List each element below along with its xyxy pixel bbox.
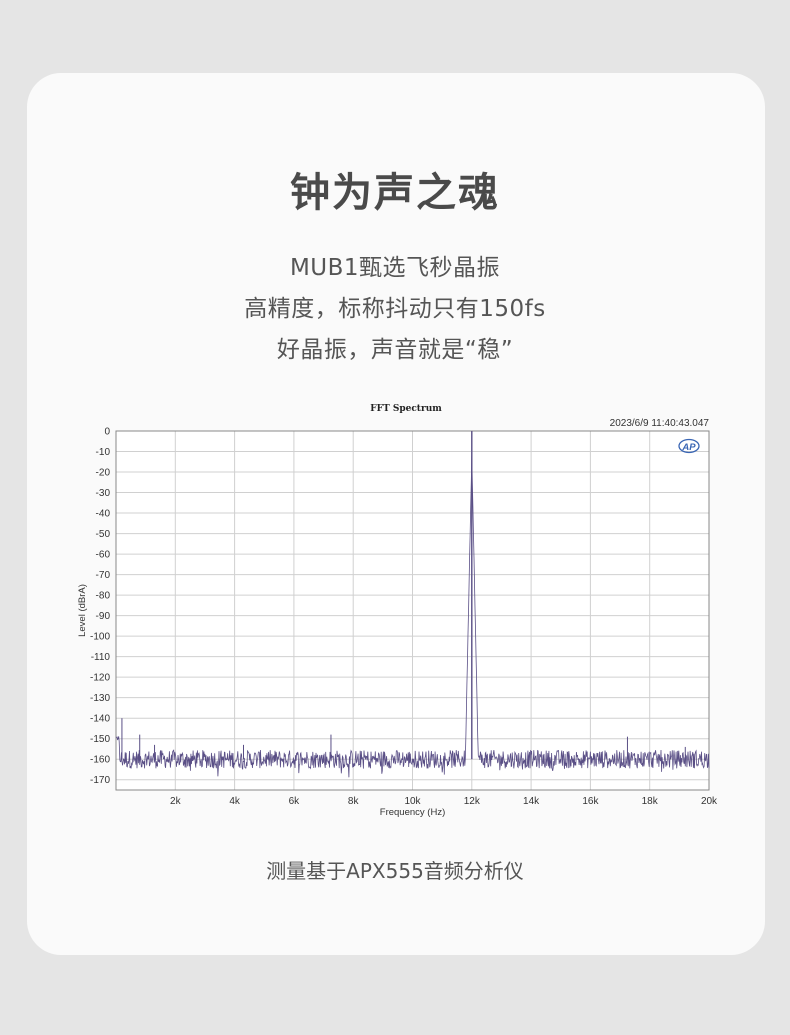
ap-logo-ring	[678, 438, 700, 454]
subtitle-line-3: 好晶振，声音就是“稳”	[276, 337, 514, 363]
y-tick-label: -80	[96, 591, 111, 602]
y-tick-label: -40	[96, 509, 111, 520]
chart-timestamp: 2023/6/9 11:40:43.047	[610, 418, 710, 429]
y-tick-label: -90	[96, 611, 111, 622]
y-tick-label: -150	[90, 734, 110, 745]
x-tick-label: 18k	[642, 796, 659, 807]
subtitle-line-1: MUB1甄选飞秒晶振	[289, 255, 501, 281]
x-tick-label: 6k	[289, 796, 301, 807]
y-tick-label: -50	[96, 529, 111, 540]
chart-title: FFT Spectrum	[370, 404, 442, 414]
y-tick-label: -160	[90, 755, 110, 766]
spectrum-trace	[115, 455, 710, 778]
y-tick-label: -110	[91, 652, 111, 663]
x-tick-label: 8k	[348, 796, 360, 807]
x-tick-label: 12k	[464, 796, 481, 807]
y-tick-label: -120	[90, 673, 110, 684]
y-tick-label: -60	[96, 550, 111, 561]
y-tick-label: 0	[104, 427, 110, 438]
headline: 钟为声之魂	[290, 170, 500, 216]
x-tick-label: 4k	[229, 796, 241, 807]
plot-frame	[115, 430, 710, 791]
y-axis-title: Level (dBrA)	[77, 584, 88, 637]
x-tick-label: 20k	[701, 796, 718, 807]
x-tick-label: 10k	[404, 796, 421, 807]
y-tick-label: -70	[96, 570, 111, 581]
y-tick-label: -30	[96, 488, 111, 499]
x-tick-label: 2k	[170, 796, 182, 807]
y-tick-label: -170	[90, 775, 110, 786]
x-tick-label: 16k	[582, 796, 599, 807]
subtitle-line-2: 高精度，标称抖动只有150fs	[244, 296, 546, 322]
y-tick-label: -140	[90, 714, 110, 725]
y-tick-label: -130	[90, 693, 110, 704]
x-tick-label: 14k	[523, 796, 540, 807]
y-tick-label: -100	[90, 632, 110, 643]
footer-caption: 测量基于APX555音频分析仪	[266, 859, 524, 883]
ap-logo: AP	[681, 442, 696, 453]
x-axis-title: Frequency (Hz)	[380, 807, 445, 818]
y-tick-label: -20	[96, 468, 111, 479]
fft-chart: 0 -10 -20 -30 -40 -50 -60 -70 -80 -90 -100 -110 -120…	[77, 404, 718, 818]
y-tick-label: -10	[96, 447, 111, 458]
